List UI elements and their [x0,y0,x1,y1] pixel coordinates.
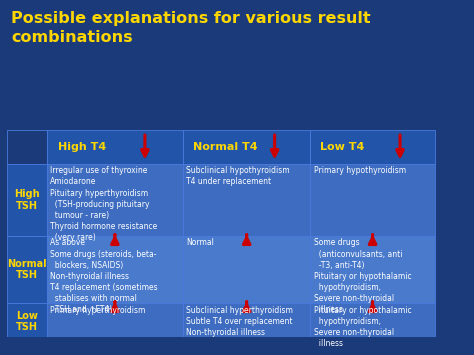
Text: Some drugs
  (anticonvulsants, anti
  -T3, anti-T4)
Pituitary or hypothalamic
  : Some drugs (anticonvulsants, anti -T3, a… [313,239,411,314]
Text: Low T4: Low T4 [320,142,365,152]
Bar [46,303,183,340]
Bar [7,303,46,340]
Text: High T4: High T4 [57,142,106,152]
Bar [46,131,183,164]
Text: Low
TSH: Low TSH [16,311,37,332]
Text: Pituitary or hypothalamic
  hypothyroidism,
Severe non-thyroidal
  illness: Pituitary or hypothalamic hypothyroidism… [313,306,411,348]
Bar [183,303,310,340]
Bar [7,131,46,164]
Bar [46,236,183,303]
Bar [310,303,435,340]
Text: As above
Some drugs (steroids, beta-
  blockers, NSAIDS)
Non-thyroidal illness
T: As above Some drugs (steroids, beta- blo… [50,239,157,314]
Bar [310,236,435,303]
Text: Normal T4: Normal T4 [193,142,258,152]
Text: Subclinical hyperthyroidism
Subtle T4 over replacement
Non-thyroidal illness: Subclinical hyperthyroidism Subtle T4 ov… [186,306,293,337]
Bar [183,164,310,236]
Text: Subclinical hypothyroidism
T4 under replacement: Subclinical hypothyroidism T4 under repl… [186,166,290,186]
Bar [183,131,310,164]
Bar [7,236,46,303]
Text: Irregular use of thyroxine
Amiodarone
Pituitary hyperthyroidism
  (TSH-producing: Irregular use of thyroxine Amiodarone Pi… [50,166,157,242]
Bar [310,164,435,236]
Bar [310,131,435,164]
Bar [46,164,183,236]
Text: Normal
TSH: Normal TSH [7,259,46,280]
Text: Primary hyperthyroidism: Primary hyperthyroidism [50,306,146,315]
Text: Primary hypothyroidism: Primary hypothyroidism [313,166,406,175]
Text: High
TSH: High TSH [14,189,39,211]
Text: Normal: Normal [186,239,214,247]
Bar [7,164,46,236]
Text: Possible explanations for various result
combinations: Possible explanations for various result… [11,11,371,45]
Bar [183,236,310,303]
